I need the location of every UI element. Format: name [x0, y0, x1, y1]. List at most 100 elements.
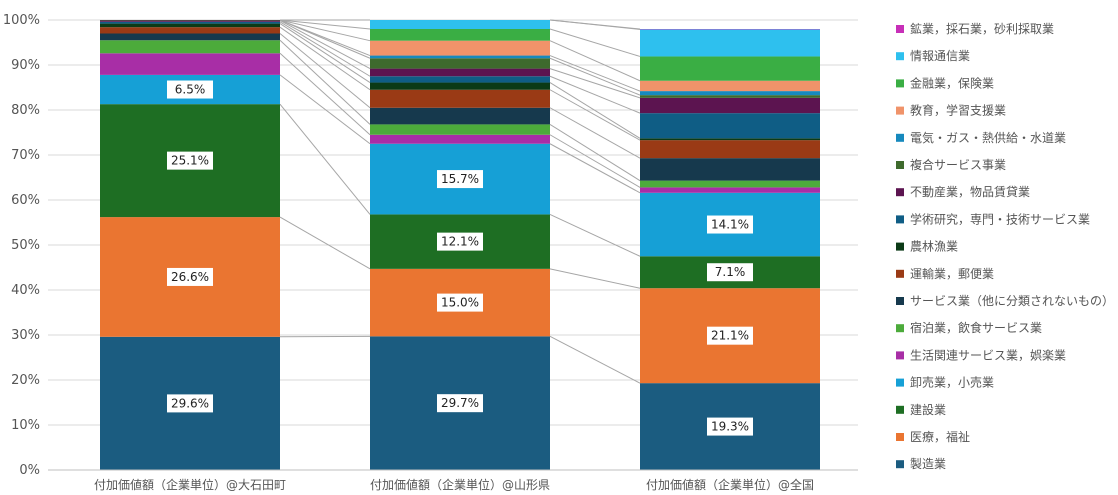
bar-segment — [370, 107, 550, 125]
series-connector-line — [549, 19, 641, 30]
bar-segment — [100, 20, 280, 22]
legend-swatch — [896, 433, 904, 441]
legend-swatch — [896, 25, 904, 33]
bar-segment — [640, 97, 820, 114]
legend-label: 不動産業，物品賃貸業 — [910, 184, 1030, 199]
legend-label: 建設業 — [910, 402, 946, 417]
y-tick-label: 70% — [11, 148, 40, 163]
legend-label: サービス業（他に分類されないもの） — [910, 294, 1114, 308]
bar-segment — [640, 95, 820, 98]
data-label: 29.7% — [441, 396, 479, 410]
legend-label: 学術研究，専門・技術サービス業 — [910, 211, 1090, 226]
legend-label: 電気・ガス・熱供給・水道業 — [910, 130, 1066, 145]
series-connector-line — [549, 75, 641, 114]
legend-label: 情報通信業 — [910, 49, 970, 63]
bar-segment — [640, 180, 820, 188]
series-connector-line — [279, 20, 371, 70]
series-connector-line — [279, 33, 371, 109]
legend-swatch — [896, 52, 904, 61]
y-tick-label: 90% — [11, 58, 40, 73]
series-connector-line — [279, 19, 371, 57]
series-connector-line — [279, 52, 371, 136]
series-connector-line — [549, 268, 641, 289]
y-tick-label: 10% — [11, 418, 40, 433]
bar-segment — [370, 58, 550, 69]
x-category-label: 付加価値額（企業単位）@全国 — [646, 477, 814, 492]
bar-segment — [640, 140, 820, 159]
legend-swatch — [896, 324, 904, 333]
bar-segment — [370, 40, 550, 56]
bar-segment — [640, 138, 820, 141]
legend-label: 金融業，保険業 — [910, 75, 994, 90]
data-label: 26.6% — [171, 270, 209, 284]
bar-segment — [640, 91, 820, 96]
data-label: 21.1% — [711, 329, 749, 343]
bar-segment — [370, 29, 550, 41]
bar-segment — [640, 158, 820, 181]
bar-segment — [100, 27, 280, 34]
legend-swatch — [896, 378, 904, 387]
series-connector-line — [279, 26, 371, 91]
legend-swatch — [896, 106, 904, 115]
series-connector-line — [549, 57, 641, 96]
data-label-box — [167, 267, 213, 286]
data-label-box — [707, 263, 753, 282]
legend-label: 複合サービス事業 — [910, 157, 1006, 172]
legend-swatch — [896, 188, 904, 197]
bar-segment — [100, 53, 280, 75]
legend-label: 製造業 — [910, 457, 946, 471]
legend-label: 卸売業，小売業 — [910, 375, 994, 390]
series-connector-line — [279, 23, 371, 83]
data-label: 12.1% — [441, 235, 479, 249]
series-connector-line — [279, 216, 371, 270]
series-connector-line — [279, 19, 371, 30]
data-label-box — [707, 215, 753, 234]
series-connector-line — [549, 68, 641, 99]
bar-segment — [370, 124, 550, 135]
axes: 0% 10% 20% 30% 40% 50% 60% 70% 80% 90% 100% 付加価値額（企… — [3, 13, 858, 492]
data-label: 14.1% — [711, 218, 749, 232]
series-connector-line — [549, 335, 641, 384]
bar-segment — [100, 21, 280, 24]
data-label-box — [707, 326, 753, 345]
bar-segment — [100, 23, 280, 28]
series-connector-line — [279, 21, 371, 77]
bar-segment — [640, 113, 820, 139]
legend-swatch — [896, 297, 904, 305]
series-connector-line — [279, 103, 371, 215]
legend-swatch — [896, 351, 904, 360]
data-labels: 29.6% 29.7% 19.3% 26.6% 15.0% 21.1% 25.1% 12.1%… — [167, 80, 753, 436]
y-tick-label: 60% — [11, 193, 40, 208]
series-connector-line — [549, 134, 641, 188]
bar-segment — [370, 68, 550, 77]
data-label-box — [167, 80, 213, 99]
series-connector-line — [549, 143, 641, 194]
legend-label: 生活関連サービス業，娯楽業 — [910, 348, 1066, 362]
bar-segment — [370, 89, 550, 108]
data-label-box — [167, 151, 213, 170]
bar-segment — [100, 33, 280, 41]
series-connector-line — [279, 39, 371, 125]
series-connector-line — [549, 89, 641, 141]
series-connector-line — [549, 213, 641, 257]
legend-label: 教育，学習支援業 — [910, 103, 1006, 118]
y-tick-label: 80% — [11, 103, 40, 118]
series-connector-line — [549, 107, 641, 159]
series-connector-line — [549, 55, 641, 92]
bar-segment — [370, 20, 550, 29]
y-tick-label: 0% — [19, 463, 40, 478]
legend-swatch — [896, 460, 904, 469]
bar-segment — [370, 55, 550, 59]
legend-label: 医療，福祉 — [910, 429, 970, 444]
legend-swatch — [896, 215, 904, 224]
data-label: 25.1% — [171, 154, 209, 168]
data-label-box — [437, 232, 483, 251]
bar-segment — [640, 187, 820, 193]
bar-segment — [370, 134, 550, 144]
data-label: 19.3% — [711, 420, 749, 434]
bar-segment — [640, 29, 820, 57]
y-tick-label: 50% — [11, 238, 40, 253]
legend-label: 運輸業，郵便業 — [910, 266, 994, 281]
legend-swatch — [896, 269, 904, 278]
